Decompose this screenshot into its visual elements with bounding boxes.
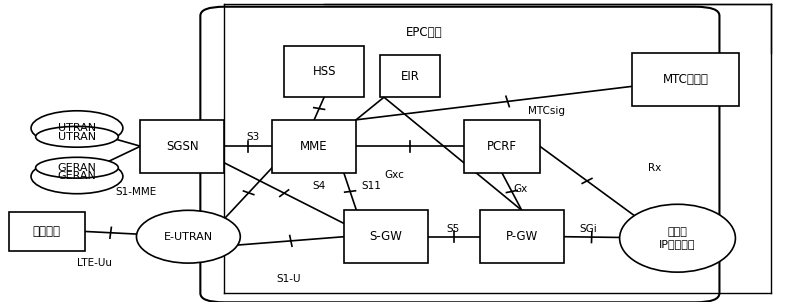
Ellipse shape xyxy=(36,126,118,147)
FancyBboxPatch shape xyxy=(141,120,224,173)
Ellipse shape xyxy=(31,159,123,194)
Ellipse shape xyxy=(620,204,735,272)
Text: UTRAN: UTRAN xyxy=(58,123,96,133)
Text: EPC系统: EPC系统 xyxy=(406,26,442,39)
Text: PCRF: PCRF xyxy=(487,140,517,153)
Text: MTCsig: MTCsig xyxy=(528,106,565,116)
FancyBboxPatch shape xyxy=(631,53,739,106)
Text: S1-U: S1-U xyxy=(276,274,301,284)
Text: S-GW: S-GW xyxy=(370,230,402,243)
Ellipse shape xyxy=(31,111,123,145)
Text: S11: S11 xyxy=(362,181,382,191)
Text: SGSN: SGSN xyxy=(166,140,198,153)
Text: S3: S3 xyxy=(246,132,260,142)
FancyBboxPatch shape xyxy=(480,210,564,263)
Text: S1-MME: S1-MME xyxy=(115,187,157,197)
Text: MTC服务器: MTC服务器 xyxy=(662,73,709,86)
Ellipse shape xyxy=(137,210,240,263)
Text: Gxc: Gxc xyxy=(384,170,404,180)
FancyBboxPatch shape xyxy=(9,212,85,251)
Text: UTRAN: UTRAN xyxy=(58,132,96,142)
FancyBboxPatch shape xyxy=(284,46,364,97)
Text: HSS: HSS xyxy=(312,65,336,78)
FancyBboxPatch shape xyxy=(464,120,540,173)
Text: LTE-Uu: LTE-Uu xyxy=(78,258,113,268)
Text: 移动终端: 移动终端 xyxy=(33,225,61,238)
Text: P-GW: P-GW xyxy=(506,230,538,243)
Ellipse shape xyxy=(36,157,118,178)
Text: SGi: SGi xyxy=(579,225,597,235)
FancyBboxPatch shape xyxy=(272,120,356,173)
Text: 运营商
IP业务网络: 运营商 IP业务网络 xyxy=(659,228,696,249)
Text: S4: S4 xyxy=(312,181,326,191)
Text: S6a: S6a xyxy=(308,123,328,133)
Text: MME: MME xyxy=(300,140,328,153)
Text: GERAN: GERAN xyxy=(58,163,96,173)
Text: Rx: Rx xyxy=(647,163,661,173)
FancyBboxPatch shape xyxy=(344,210,428,263)
Text: S5: S5 xyxy=(446,225,459,235)
FancyBboxPatch shape xyxy=(380,55,440,97)
Text: E-UTRAN: E-UTRAN xyxy=(164,232,213,242)
Text: GERAN: GERAN xyxy=(58,171,96,181)
Text: Gx: Gx xyxy=(514,184,528,194)
Text: EIR: EIR xyxy=(401,70,419,83)
